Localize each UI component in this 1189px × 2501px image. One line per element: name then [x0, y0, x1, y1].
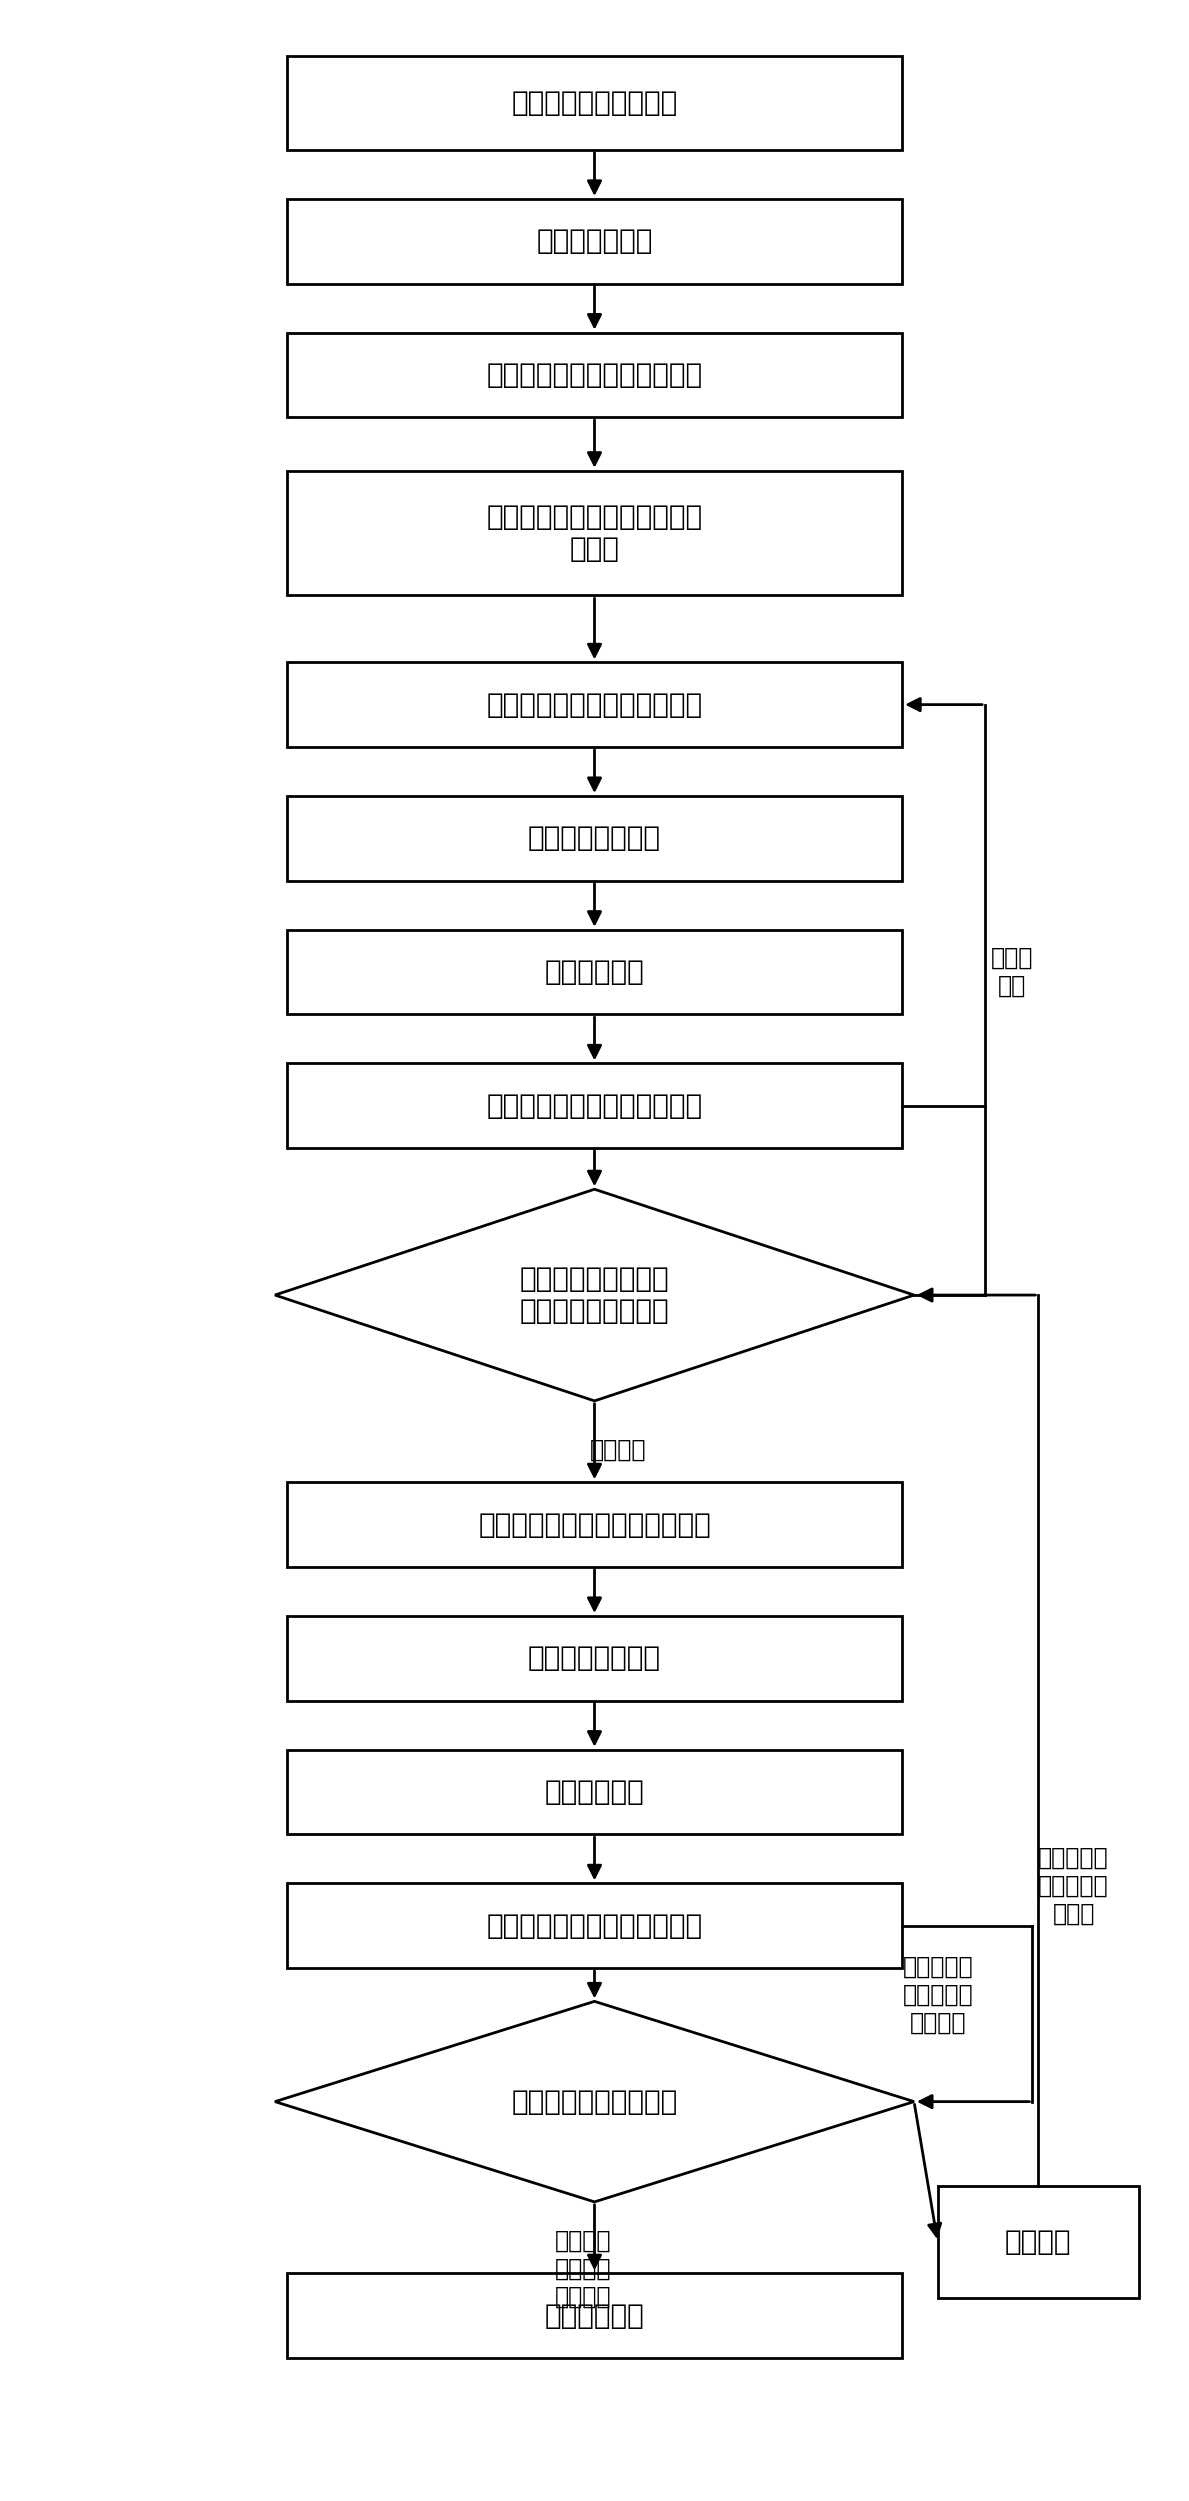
Text: 施工设备移位: 施工设备移位: [545, 1778, 644, 1806]
Text: 污染场地修复效果检验: 污染场地修复效果检验: [511, 2088, 678, 2116]
Text: 注入施工点位封孔: 注入施工点位封孔: [528, 825, 661, 853]
Text: 构筑竖向隔离墙: 构筑竖向隔离墙: [536, 228, 653, 255]
Bar: [287, 55, 902, 150]
Bar: [287, 1616, 902, 1701]
Text: 修复区域地表覆盖防渗土工膜: 修复区域地表覆盖防渗土工膜: [486, 1090, 703, 1120]
Bar: [287, 1751, 902, 1833]
Bar: [287, 1063, 902, 1148]
Bar: [287, 1483, 902, 1568]
Text: 污染含量
及酸碱度
满足要求: 污染含量 及酸碱度 满足要求: [554, 2228, 611, 2308]
Bar: [287, 795, 902, 880]
Bar: [287, 930, 902, 1015]
Text: 继续养护: 继续养护: [1005, 2228, 1071, 2256]
Text: 修复区域地表覆盖防渗土工膜: 修复区域地表覆盖防渗土工膜: [486, 1911, 703, 1941]
Text: 不满足
要求: 不满足 要求: [990, 945, 1033, 998]
Bar: [287, 333, 902, 418]
Bar: [287, 2273, 902, 2358]
Text: 施工前工艺性小试试验: 施工前工艺性小试试验: [511, 90, 678, 118]
Text: 污染物含量
满足但酸碱
度不满足: 污染物含量 满足但酸碱 度不满足: [902, 1956, 973, 2033]
Text: 污染物含量
及酸碱度均
不满足: 污染物含量 及酸碱度均 不满足: [1038, 1846, 1109, 1926]
Text: 修复区域取样检测酸
碱度及氧化还原电位: 修复区域取样检测酸 碱度及氧化还原电位: [520, 1266, 669, 1326]
Bar: [287, 470, 902, 595]
Text: 注入施工点位的定位及施工设
备就位: 注入施工点位的定位及施工设 备就位: [486, 503, 703, 563]
Text: 施工设备移位: 施工设备移位: [545, 958, 644, 985]
Polygon shape: [275, 1190, 914, 1401]
Text: 注入废糖蜜及醋酸菌混合溶液: 注入废糖蜜及醋酸菌混合溶液: [486, 690, 703, 718]
Polygon shape: [275, 2001, 914, 2201]
Text: 修复施工结束: 修复施工结束: [545, 2301, 644, 2328]
Text: 修复区域地表覆盖压实黏土层: 修复区域地表覆盖压实黏土层: [486, 360, 703, 388]
Bar: [938, 2186, 1139, 2298]
Bar: [287, 663, 902, 748]
Text: 注入施工点位封孔: 注入施工点位封孔: [528, 1643, 661, 1673]
Bar: [287, 200, 902, 283]
Bar: [287, 1883, 902, 1968]
Text: 注入微米铁粉及黄原胶混合溶液: 注入微米铁粉及黄原胶混合溶液: [478, 1511, 711, 1538]
Text: 满足要求: 满足要求: [590, 1438, 647, 1463]
